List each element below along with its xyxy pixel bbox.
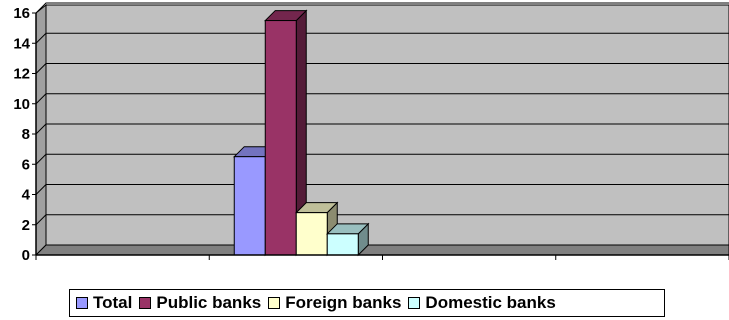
gridline: [35, 214, 729, 226]
legend-item: Foreign banks: [268, 293, 401, 313]
legend-swatch: [408, 297, 421, 309]
gridline: [35, 184, 729, 195]
gridline: [35, 153, 729, 165]
y-tick-label: 6: [22, 156, 30, 173]
y-tick-label: 4: [22, 187, 31, 204]
gridlines: [35, 2, 729, 226]
legend-swatch: [139, 297, 152, 309]
legend-label: Foreign banks: [285, 293, 402, 312]
bars: [233, 9, 370, 257]
axes: [32, 12, 729, 260]
y-tick-label: 12: [13, 66, 30, 83]
y-tick-label: 16: [13, 5, 30, 22]
floor: [34, 244, 729, 256]
plot-area: [35, 3, 729, 257]
y-tick-labels: 0 2 4 6 8 10 12 14 16: [13, 5, 30, 264]
gridline: [35, 123, 729, 135]
y-tick-label: 8: [22, 126, 30, 143]
bar-total: [233, 156, 266, 256]
gridline: [35, 32, 729, 44]
legend-swatch: [76, 297, 88, 309]
y-tick-label: 0: [22, 247, 30, 264]
y-tick-label: 2: [22, 217, 30, 234]
bar-foreign-banks: [295, 212, 328, 256]
chart-floor: [34, 244, 729, 256]
legend: Total Public banks Foreign banks Domestic b…: [69, 289, 665, 317]
y-tick-label: 10: [13, 96, 30, 113]
gridline: [35, 93, 729, 105]
y-tick-label: 14: [13, 35, 30, 52]
gridline: [35, 2, 729, 14]
bar-public-banks: [264, 20, 297, 256]
legend-label: Domestic banks: [425, 293, 556, 312]
legend-item: Public banks: [139, 293, 261, 313]
side-wall: [35, 3, 47, 257]
legend-label: Public banks: [156, 293, 262, 312]
gridline: [35, 63, 729, 74]
legend-item: Total: [76, 293, 132, 313]
bar-chart: 0 2 4 6 8 10 12 14 16: [13, 2, 729, 264]
bar-domestic-banks: [326, 233, 359, 256]
back-wall: [45, 4, 729, 246]
legend-label: Total: [93, 293, 133, 312]
legend-swatch: [268, 297, 281, 309]
legend-item: Domestic banks: [408, 293, 556, 313]
